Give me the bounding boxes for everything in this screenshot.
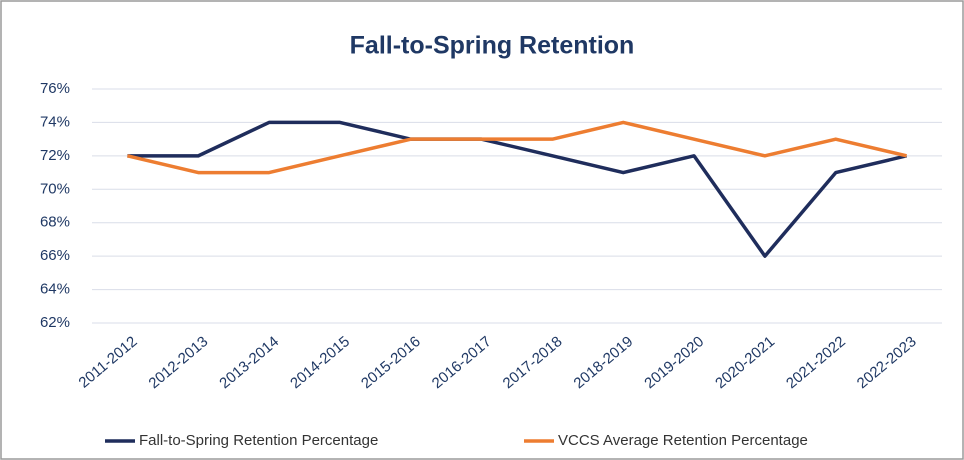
- y-tick-label: 64%: [40, 281, 70, 298]
- y-tick-label: 70%: [40, 180, 70, 197]
- y-tick-label: 66%: [40, 247, 70, 264]
- y-tick-label: 74%: [40, 113, 70, 130]
- legend-label: VCCS Average Retention Percentage: [558, 432, 808, 449]
- chart-title: Fall-to-Spring Retention: [350, 32, 635, 60]
- y-tick-label: 62%: [40, 314, 70, 331]
- series-line: [127, 120, 907, 175]
- legend-label: Fall-to-Spring Retention Percentage: [139, 432, 378, 449]
- series-line: [127, 120, 907, 258]
- y-tick-label: 72%: [40, 147, 70, 164]
- y-tick-label: 68%: [40, 214, 70, 231]
- y-tick-label: 76%: [40, 80, 70, 97]
